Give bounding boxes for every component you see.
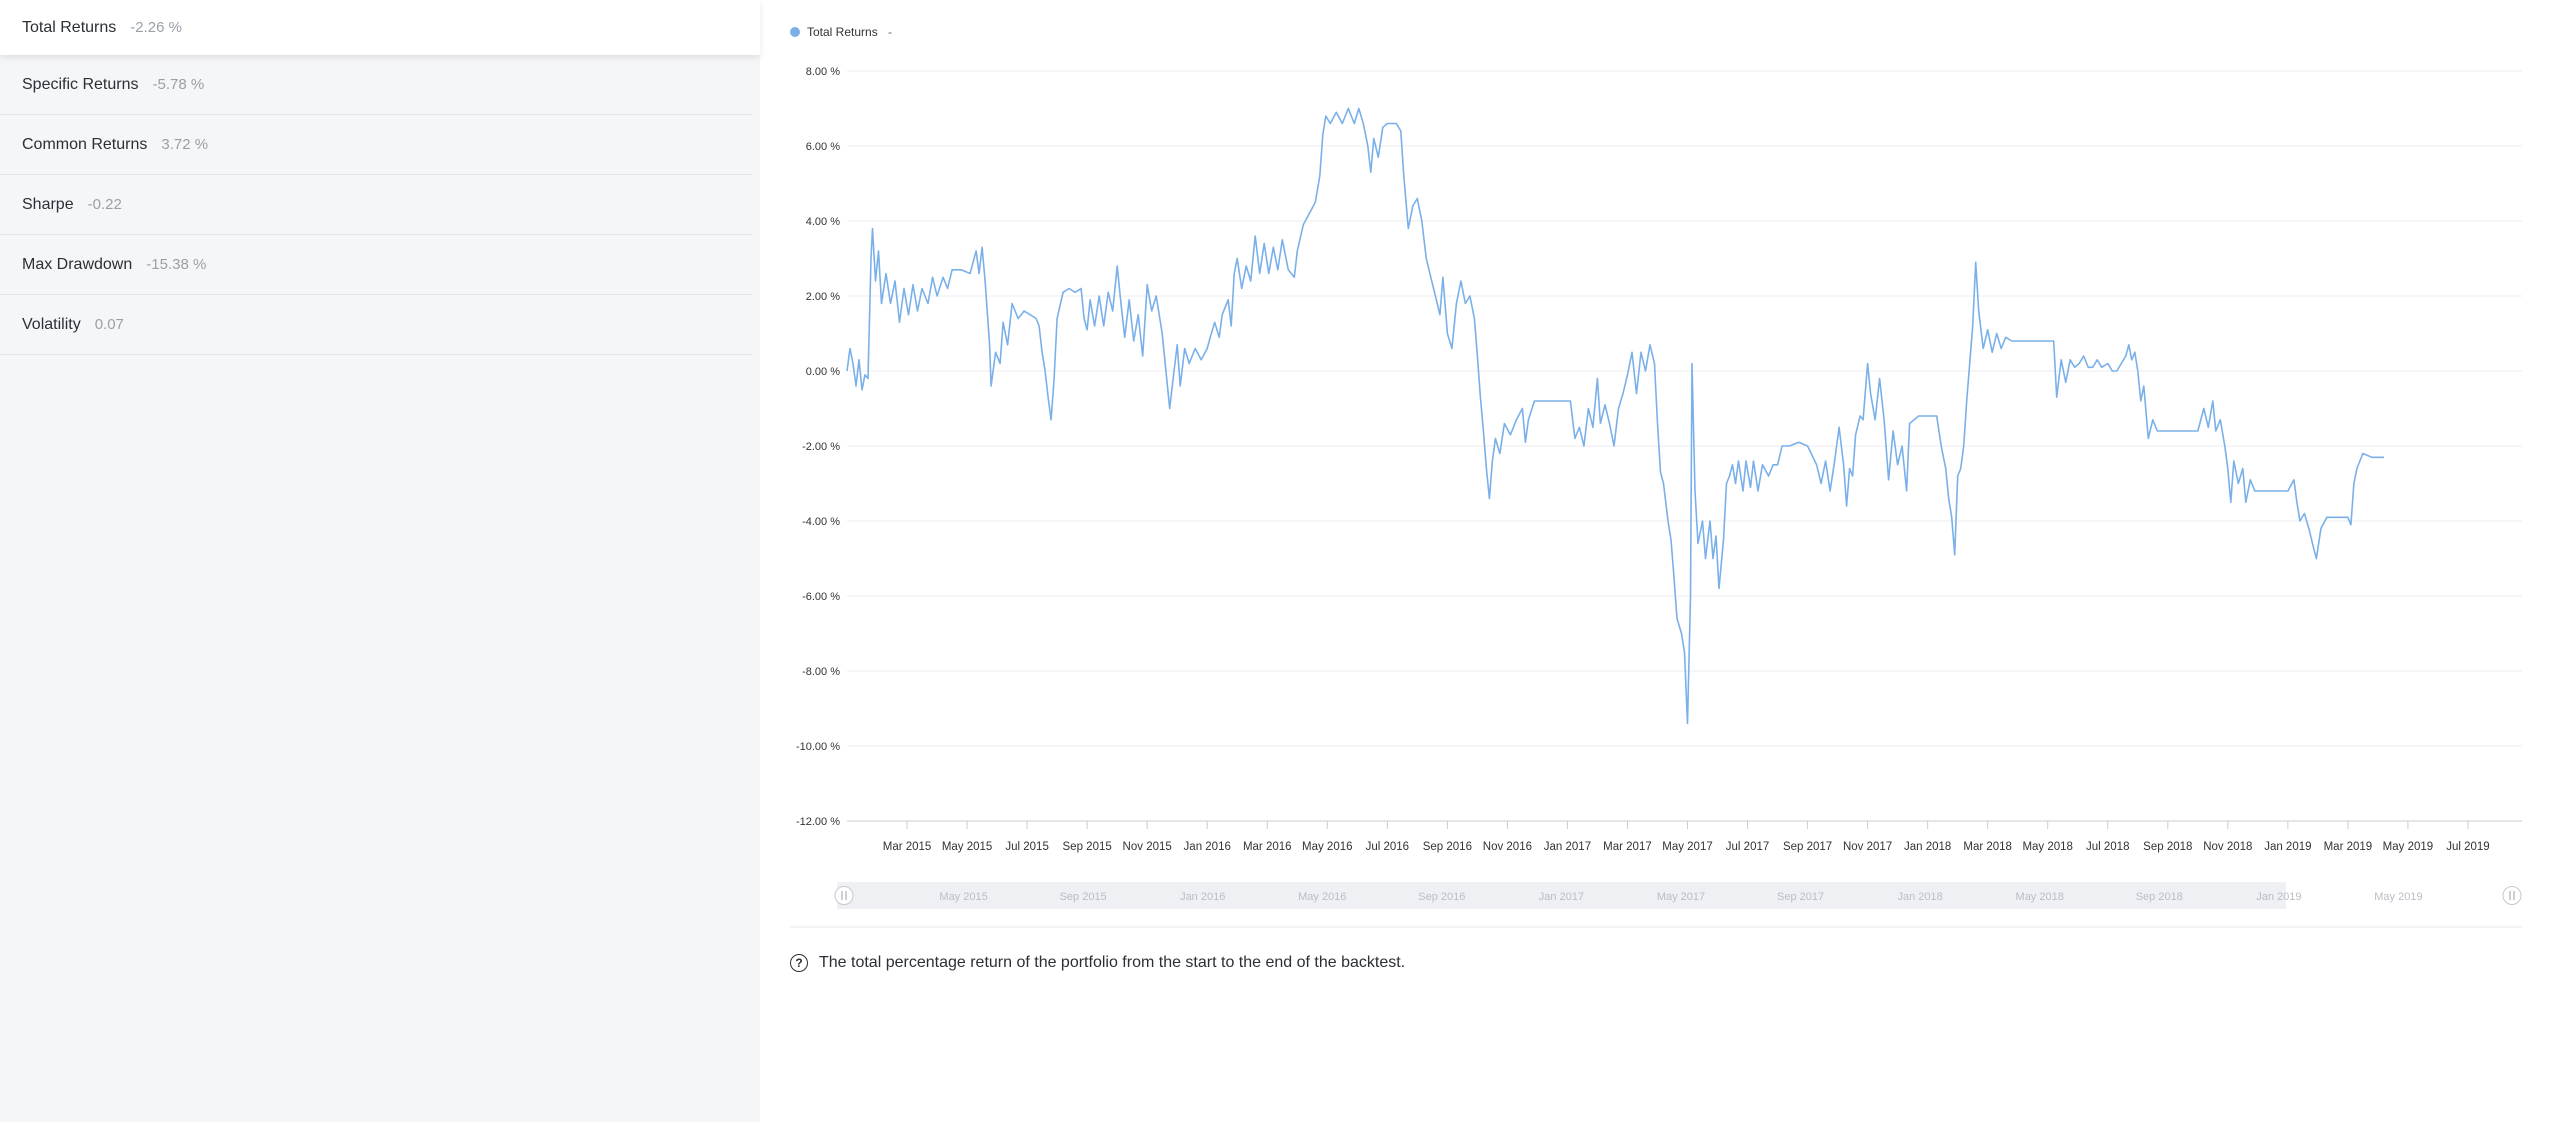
metric-value: -15.38 %: [146, 256, 207, 273]
x-tick-label: May 2016: [1302, 841, 1353, 853]
metric-sharpe[interactable]: Sharpe -0.22: [0, 175, 752, 235]
x-tick-label: Mar 2017: [1603, 841, 1652, 853]
metric-max-drawdown[interactable]: Max Drawdown -15.38 %: [0, 235, 752, 295]
metric-label: Common Returns: [22, 135, 148, 153]
x-tick-label: Sep 2017: [1783, 841, 1832, 853]
navigator-label: May 2018: [2016, 891, 2064, 903]
y-tick-label: 4.00 %: [806, 216, 840, 228]
x-tick-label: Mar 2015: [883, 841, 932, 853]
metric-label: Sharpe: [22, 195, 74, 213]
y-tick-label: -6.00 %: [802, 591, 840, 603]
y-tick-label: 6.00 %: [806, 141, 840, 153]
metric-value: -0.22: [87, 196, 122, 213]
navigator-label: May 2019: [2374, 891, 2422, 903]
metric-label: Total Returns: [22, 18, 117, 36]
description-text: The total percentage return of the portf…: [819, 954, 1406, 971]
y-tick-label: 8.00 %: [806, 66, 840, 78]
navigator-track[interactable]: [837, 882, 2286, 909]
navigator-right-handle[interactable]: [2502, 886, 2522, 905]
y-tick-label: -2.00 %: [802, 441, 840, 453]
navigator-label: Sep 2017: [1777, 891, 1824, 903]
metric-common-returns[interactable]: Common Returns 3.72 %: [0, 115, 752, 175]
x-tick-label: Sep 2018: [2143, 841, 2192, 853]
x-tick-label: Mar 2019: [2324, 841, 2373, 853]
navigator-label: Jan 2017: [1539, 891, 1584, 903]
navigator-label: May 2015: [939, 891, 987, 903]
x-tick-label: Jan 2019: [2264, 841, 2311, 853]
navigator-label: Sep 2018: [2136, 891, 2183, 903]
x-axis: Mar 2015 May 2015 Jul 2015 Sep 2015 Nov 2015…: [883, 821, 2490, 853]
metric-description: ? The total percentage return of the por…: [790, 954, 1405, 972]
x-tick-label: May 2017: [1662, 841, 1713, 853]
x-tick-label: Nov 2015: [1123, 841, 1172, 853]
legend-label: Total Returns: [807, 25, 878, 39]
x-tick-label: May 2019: [2383, 841, 2434, 853]
help-icon: ?: [790, 954, 808, 972]
navigator-label: Sep 2016: [1418, 891, 1465, 903]
navigator-label: Jan 2016: [1180, 891, 1225, 903]
x-tick-label: May 2015: [942, 841, 993, 853]
x-tick-label: Nov 2018: [2203, 841, 2252, 853]
x-tick-label: Jan 2018: [1904, 841, 1951, 853]
navigator-label: May 2017: [1657, 891, 1705, 903]
legend-toggle[interactable]: -: [888, 25, 892, 39]
series-line-total-returns: [846, 107, 2384, 725]
x-tick-label: Jul 2018: [2086, 841, 2129, 853]
navigator-left-handle[interactable]: [834, 886, 854, 905]
x-tick-label: Jul 2016: [1366, 841, 1409, 853]
y-tick-label: -8.00 %: [802, 666, 840, 678]
x-tick-label: Jan 2017: [1544, 841, 1591, 853]
navigator-label: Jan 2018: [1897, 891, 1942, 903]
x-tick-label: Sep 2015: [1063, 841, 1112, 853]
metric-value: 0.07: [94, 316, 124, 333]
legend-dot-icon: [790, 27, 800, 37]
y-tick-label: 0.00 %: [806, 366, 840, 378]
metric-label: Specific Returns: [22, 75, 139, 93]
x-tick-label: Nov 2017: [1843, 841, 1892, 853]
metric-value: 3.72 %: [161, 136, 209, 153]
metric-specific-returns[interactable]: Specific Returns -5.78 %: [0, 55, 752, 115]
metrics-sidebar: Total Returns -2.26 % Specific Returns -…: [0, 0, 760, 1122]
metric-value: -5.78 %: [152, 76, 205, 93]
y-tick-label: -12.00 %: [796, 816, 840, 828]
y-tick-label: 2.00 %: [806, 291, 840, 303]
metric-value: -2.26 %: [130, 19, 182, 36]
x-tick-label: Mar 2016: [1243, 841, 1292, 853]
x-tick-label: Mar 2018: [1963, 841, 2012, 853]
range-navigator[interactable]: May 2015 Sep 2015 Jan 2016 May 2016 Sep 2016…: [834, 882, 2522, 909]
metric-label: Max Drawdown: [22, 255, 133, 273]
plot-area: [846, 107, 2384, 725]
x-tick-label: Nov 2016: [1483, 841, 1532, 853]
metric-total-returns[interactable]: Total Returns -2.26 %: [0, 0, 760, 55]
metric-label: Volatility: [22, 315, 81, 333]
x-tick-label: Jan 2016: [1184, 841, 1231, 853]
x-tick-label: May 2018: [2022, 841, 2073, 853]
x-tick-label: Sep 2016: [1423, 841, 1472, 853]
y-tick-label: -10.00 %: [796, 741, 840, 753]
x-tick-label: Jul 2017: [1726, 841, 1769, 853]
x-tick-label: Jul 2015: [1005, 841, 1048, 853]
x-tick-label: Jul 2019: [2446, 841, 2489, 853]
navigator-label: Jan 2019: [2256, 891, 2301, 903]
navigator-label: Sep 2015: [1060, 891, 1107, 903]
chart-grid: [847, 70, 2522, 822]
chart-legend[interactable]: Total Returns -: [790, 25, 892, 39]
y-tick-label: -4.00 %: [802, 516, 840, 528]
returns-chart: Total Returns - 8.00 % 6.00 % 4.00 % 2.00 %…: [790, 25, 2522, 928]
y-axis: 8.00 % 6.00 % 4.00 % 2.00 % 0.00 % -2.00 % -4.…: [796, 66, 840, 828]
metric-volatility[interactable]: Volatility 0.07: [0, 295, 752, 355]
navigator-label: May 2016: [1298, 891, 1346, 903]
